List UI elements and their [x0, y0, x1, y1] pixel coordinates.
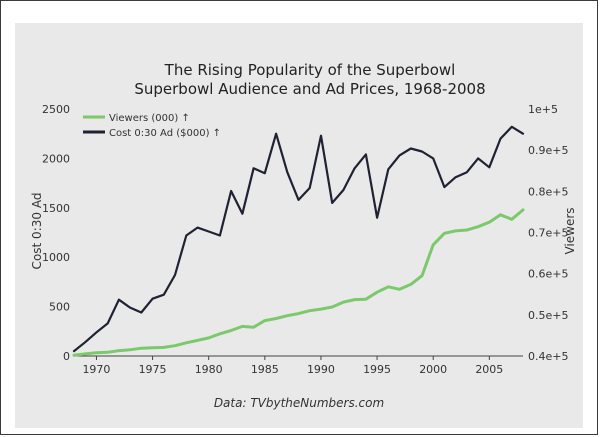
y-left-tick-label: 0 [63, 350, 70, 363]
series-line-viewers [72, 208, 525, 357]
chart-panel [15, 23, 583, 428]
legend: Viewers (000) ↑ Cost 0:30 Ad ($000) ↑ [83, 113, 221, 139]
x-tick-label: 1990 [307, 363, 335, 376]
chart-subtitle: Superbowl Audience and Ad Prices, 1968-2… [134, 80, 485, 98]
y-left-tick-label: 1000 [42, 251, 70, 264]
x-tick-label: 1970 [82, 363, 110, 376]
x-tick-label: 2000 [419, 363, 447, 376]
x-tick-label: 1985 [251, 363, 279, 376]
chart-source: Data: TVbytheNumbers.com [214, 396, 384, 410]
y-right-tick-label: 0.7e+5 [528, 227, 568, 240]
y-right-tick-label: 0.4e+5 [528, 350, 568, 363]
y-left-tick-label: 1500 [42, 202, 70, 215]
x-tick-label: 1980 [195, 363, 223, 376]
y-right-tick-label: 0.9e+5 [528, 144, 568, 157]
y-axis-right-ticks: 0.4e+5 0.5e+5 0.6e+5 0.7e+5 0.8e+5 0.9e+5 1e+5 [528, 103, 568, 363]
series-group [72, 125, 525, 357]
y-axis-left-ticks: 0 500 1000 1500 2000 2500 [42, 103, 70, 363]
y-left-tick-label: 2000 [42, 152, 70, 165]
y-axis-left-label: Cost 0:30 Ad [30, 193, 44, 270]
y-axis-right-label: Viewers [563, 207, 577, 254]
chart-title: The Rising Popularity of the Superbowl [164, 61, 456, 79]
x-tick-label: 1975 [139, 363, 167, 376]
y-left-tick-label: 2500 [42, 103, 70, 116]
y-right-tick-label: 1e+5 [528, 103, 558, 116]
legend-label-viewers: Viewers (000) ↑ [109, 113, 190, 124]
y-right-tick-label: 0.6e+5 [528, 268, 568, 281]
y-right-tick-label: 0.5e+5 [528, 309, 568, 322]
x-tick-label: 2005 [475, 363, 503, 376]
y-right-tick-label: 0.8e+5 [528, 185, 568, 198]
series-line-cost [72, 125, 525, 353]
x-tick-label: 1995 [363, 363, 391, 376]
x-axis-ticks: 1970 1975 1980 1985 1990 1995 2000 2005 [82, 356, 503, 376]
y-left-tick-label: 500 [49, 301, 70, 314]
legend-label-cost: Cost 0:30 Ad ($000) ↑ [109, 128, 221, 139]
